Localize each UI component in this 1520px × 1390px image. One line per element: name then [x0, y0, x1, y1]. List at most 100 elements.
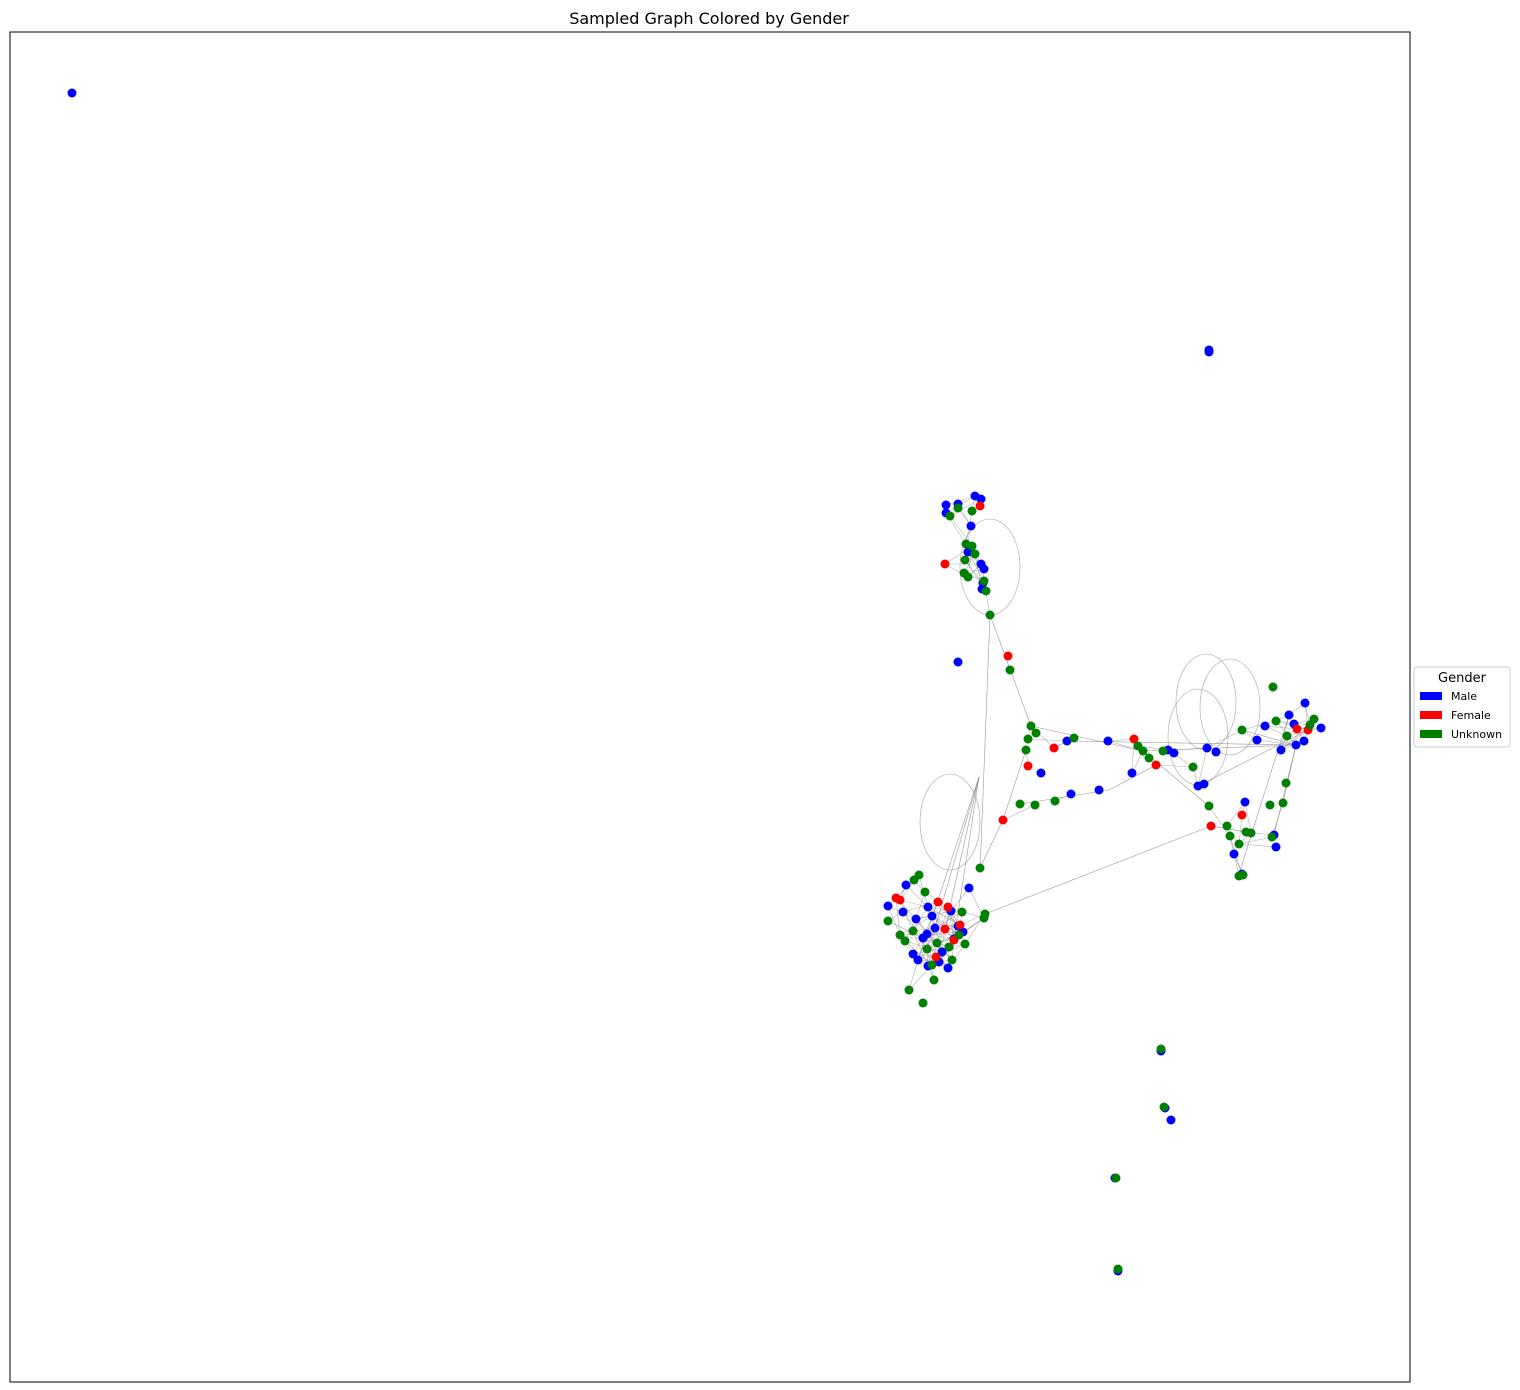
plot-area: [9, 31, 1411, 1383]
node-male: [1300, 698, 1310, 708]
node-unknown: [883, 916, 893, 926]
node-unknown: [970, 549, 980, 559]
node-female: [998, 815, 1008, 825]
node-unknown: [944, 942, 954, 952]
graph-edge: [899, 899, 914, 932]
node-unknown: [932, 938, 942, 948]
graph-edge: [887, 905, 901, 936]
node-unknown: [1267, 832, 1277, 842]
node-female: [1003, 651, 1013, 661]
graph-edge: [1238, 814, 1243, 845]
legend: Gender Male Female Unknown: [1413, 666, 1511, 748]
graph-edge: [1206, 729, 1243, 749]
graph-edge: [908, 959, 919, 991]
self-loop-edge: [1199, 658, 1261, 756]
legend-label-male: Male: [1451, 690, 1477, 703]
legend-swatch-male: [1420, 692, 1442, 700]
node-male: [1299, 736, 1309, 746]
node-male: [964, 883, 974, 893]
node-unknown: [1113, 1264, 1123, 1274]
node-female: [1237, 810, 1247, 820]
graph-edge: [1238, 714, 1290, 875]
node-female: [1292, 724, 1302, 734]
node-male: [976, 494, 986, 504]
node-male: [1036, 768, 1046, 778]
legend-swatch-unknown: [1420, 730, 1442, 738]
node-unknown: [960, 555, 970, 565]
node-female: [940, 559, 950, 569]
node-unknown: [920, 887, 930, 897]
legend-box: [1413, 666, 1511, 748]
legend-title: Gender: [1438, 671, 1487, 686]
node-male: [1211, 747, 1221, 757]
graph-edge: [950, 910, 955, 940]
node-male: [1260, 721, 1270, 731]
node-unknown: [1204, 801, 1214, 811]
graph-edge: [899, 934, 938, 944]
node-male: [1066, 789, 1076, 799]
node-unknown: [908, 926, 918, 936]
node-unknown: [979, 576, 989, 586]
node-unknown: [1281, 778, 1291, 788]
node-male: [1204, 347, 1214, 357]
node-male: [901, 880, 911, 890]
node-unknown: [1225, 831, 1235, 841]
node-unknown: [1023, 734, 1033, 744]
node-unknown: [914, 870, 924, 880]
graph-edge: [1273, 744, 1297, 836]
node-male: [913, 955, 923, 965]
graph-edge: [984, 825, 1212, 915]
nodes-layer: [67, 88, 1326, 1276]
graph-edge: [1155, 764, 1194, 768]
node-male: [911, 914, 921, 924]
node-unknown: [1069, 733, 1079, 743]
node-male: [898, 907, 908, 917]
node-male: [1291, 740, 1301, 750]
node-unknown: [1138, 746, 1148, 756]
graph-edge: [904, 940, 933, 966]
node-male: [923, 902, 933, 912]
node-male: [883, 901, 893, 911]
node-male: [1316, 723, 1326, 733]
node-male: [1062, 736, 1072, 746]
node-male: [1252, 735, 1262, 745]
node-unknown: [1158, 746, 1168, 756]
node-male: [979, 564, 989, 574]
node-male: [1199, 779, 1209, 789]
graph-edge: [915, 891, 926, 920]
node-male: [930, 923, 940, 933]
node-unknown: [963, 572, 973, 582]
node-unknown: [985, 610, 995, 620]
node-unknown: [900, 936, 910, 946]
node-unknown: [1026, 721, 1036, 731]
node-unknown: [927, 960, 937, 970]
node-female: [891, 893, 901, 903]
graph-edge: [1241, 720, 1277, 731]
graph-edge: [1208, 805, 1231, 837]
node-unknown: [960, 939, 970, 949]
node-unknown: [1268, 682, 1278, 692]
graph-edge: [1238, 836, 1273, 845]
graph-edge: [979, 819, 1004, 869]
graph-edge: [979, 614, 991, 873]
node-male: [1202, 743, 1212, 753]
node-male: [1094, 785, 1104, 795]
graph-edge: [1238, 843, 1277, 848]
node-unknown: [1282, 731, 1292, 741]
node-female: [1129, 734, 1139, 744]
node-male: [953, 657, 963, 667]
node-unknown: [957, 907, 967, 917]
node-unknown: [1222, 821, 1232, 831]
graph-edge: [926, 906, 949, 935]
graph-edge: [887, 920, 924, 939]
node-female: [1023, 761, 1033, 771]
node-unknown: [945, 511, 955, 521]
node-unknown: [967, 506, 977, 516]
node-male: [927, 911, 937, 921]
node-unknown: [1265, 800, 1275, 810]
node-unknown: [1309, 714, 1319, 724]
node-male: [966, 521, 976, 531]
graph-edge: [902, 901, 939, 913]
self-loop-edge: [919, 773, 981, 871]
node-male: [918, 933, 928, 943]
